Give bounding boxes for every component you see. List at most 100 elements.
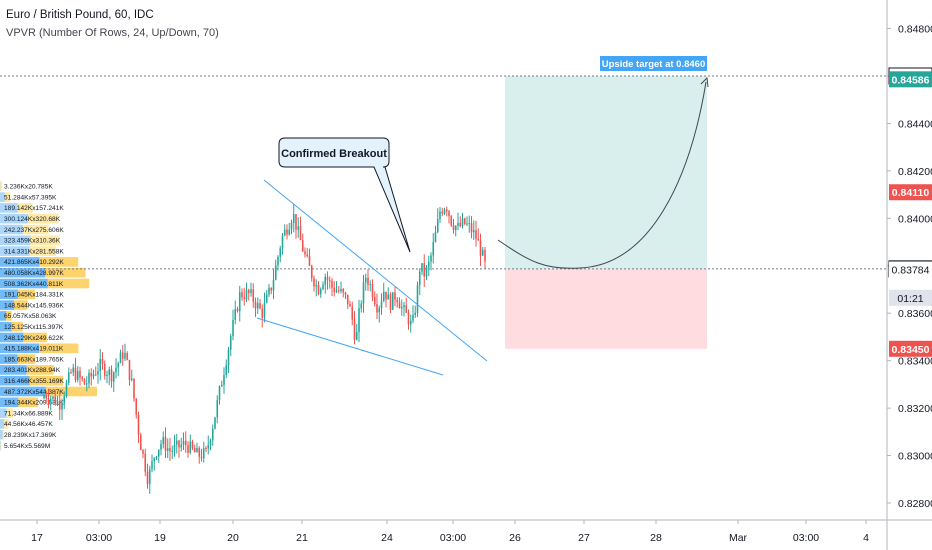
chart-title: Euro / British Pound, 60, IDC — [6, 9, 154, 21]
candle-body — [387, 294, 390, 300]
candle-body — [340, 289, 342, 292]
indicator-legend[interactable]: VPVR (Number Of Rows, 24, Up/Down, 70) — [6, 27, 219, 39]
vpvr-up-bar — [0, 257, 40, 267]
candle-body — [274, 265, 277, 280]
candle-body — [342, 289, 345, 293]
time-tick-label: 26 — [509, 532, 521, 544]
candle-body — [160, 443, 162, 450]
candle-body — [108, 369, 111, 376]
vpvr-down-bar — [18, 397, 38, 408]
vpvr-row-label: 480.058Kx428.997K — [4, 270, 64, 277]
candle-body — [295, 214, 297, 230]
vpvr-down-bar — [2, 429, 5, 440]
candle-body — [92, 374, 95, 377]
candle-body — [439, 211, 441, 219]
vpvr-up-bar — [0, 375, 30, 386]
vpvr-row-label: 125.125Kx115.397K — [4, 324, 64, 331]
price-label-box — [889, 289, 932, 306]
vpvr-down-bar — [4, 192, 11, 202]
target-label-box — [600, 56, 707, 71]
candle-body — [254, 301, 257, 309]
candle-body — [47, 398, 50, 403]
candle-body — [443, 209, 446, 214]
candle-body — [130, 378, 133, 380]
candle-body — [313, 278, 315, 287]
time-tick-label: 03:00 — [440, 532, 466, 544]
candle-body — [450, 215, 453, 226]
candle-body — [378, 308, 381, 313]
vpvr-down-bar — [47, 278, 90, 289]
projection-curve — [497, 81, 707, 269]
time-axis[interactable]: 17 03:00 19 20 21 24 03:00 26 27 28 Mar 03:00 4 — [0, 519, 932, 544]
time-tick-label: 28 — [650, 532, 662, 544]
candle-body — [243, 297, 246, 300]
candle-body — [288, 229, 291, 235]
candle-body — [106, 375, 108, 377]
vpvr-down-bar — [39, 257, 79, 267]
vpvr-up-bar — [0, 332, 24, 343]
vpvr-down-bar — [30, 235, 60, 246]
vpvr-row-label: 191.045Kx184.331K — [4, 292, 64, 299]
vpvr-up-bar — [0, 246, 30, 256]
candle-body — [85, 383, 88, 385]
price-label-text: 01:21 — [897, 293, 923, 305]
candle-body — [49, 398, 52, 403]
candle-body — [479, 240, 482, 256]
time-tick-label: 4 — [863, 532, 869, 544]
candle-body — [322, 284, 324, 289]
candle-body — [220, 384, 223, 387]
candle-body — [205, 448, 207, 450]
candle-body — [218, 386, 221, 401]
candle-body — [175, 440, 178, 445]
candle-body — [101, 358, 104, 364]
candle-body — [54, 396, 57, 405]
vpvr-up-bar — [0, 440, 1, 451]
candle-body — [270, 287, 273, 291]
vpvr-down-bar — [23, 332, 47, 343]
candle-body — [112, 372, 115, 382]
candle-body — [144, 453, 147, 472]
candle-body — [369, 284, 372, 286]
vpvr-up-bar — [0, 397, 19, 408]
candle-body — [425, 267, 428, 277]
time-tick-label: 03:00 — [793, 532, 819, 544]
candle-body — [472, 230, 475, 233]
candle-body — [256, 303, 259, 309]
candle-body — [452, 225, 455, 231]
candle-body — [137, 414, 140, 435]
candle-body — [355, 332, 358, 340]
vpvr-row-label: 189.142Kx157.241K — [4, 205, 64, 212]
candle-body — [421, 263, 423, 272]
price-label-text: 0.84586 — [892, 74, 930, 86]
candle-body — [373, 296, 376, 305]
vpvr-down-bar — [4, 419, 9, 429]
price-label-text: 0.83450 — [892, 344, 930, 356]
candle-body — [265, 294, 268, 303]
vpvr-row-label: 5.654Kx5.569M — [4, 443, 50, 450]
candle-body — [187, 445, 189, 453]
candle-body — [466, 223, 468, 225]
candle-body — [128, 359, 131, 380]
price-axis[interactable]: 0.848000.846000.844000.842000.840000.838… — [886, 0, 932, 550]
price-label-box — [889, 340, 932, 357]
candle-body — [81, 377, 84, 380]
candle-body — [184, 440, 187, 446]
candle-body — [279, 248, 282, 257]
candle-body — [297, 226, 300, 230]
candle-body — [247, 290, 250, 294]
candle-body — [115, 367, 117, 373]
candle-body — [436, 218, 439, 233]
candle-body — [364, 277, 367, 283]
candle-body — [461, 218, 464, 227]
candle-body — [142, 450, 144, 454]
candle-body — [45, 395, 48, 399]
vpvr-row-label: 415.188Kx419.011K — [4, 346, 64, 353]
candle-body — [337, 290, 340, 292]
candle-body — [344, 292, 347, 295]
candle-body — [162, 437, 165, 444]
candle-body — [164, 437, 167, 451]
vpvr-row-label: 283.401Kx288.94K — [4, 367, 61, 374]
